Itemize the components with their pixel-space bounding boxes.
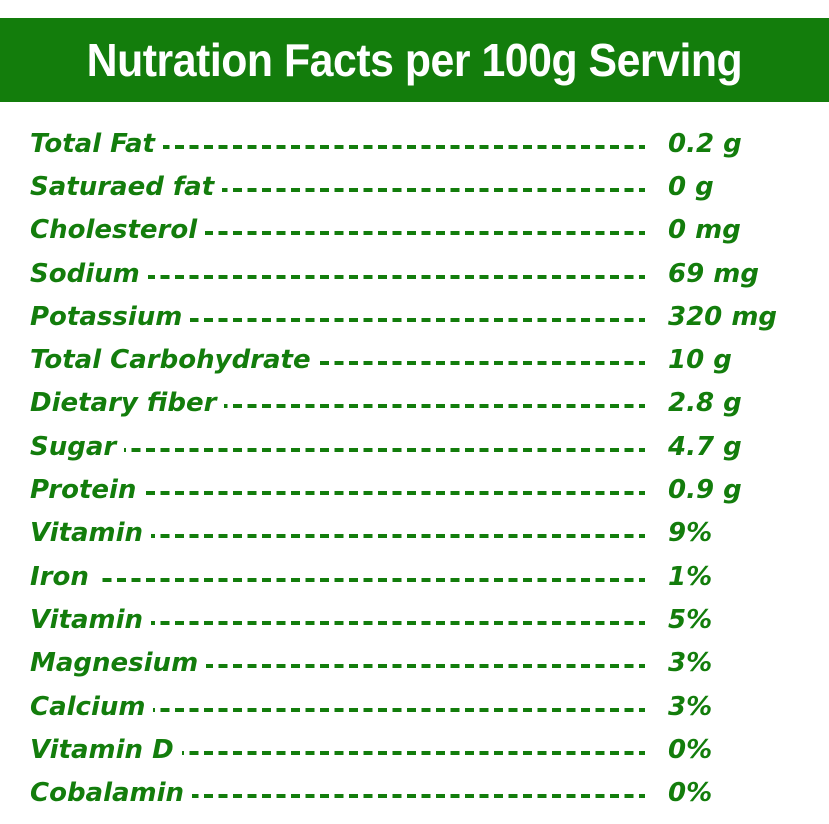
dotted-leader	[30, 491, 645, 496]
nutrient-row: Iron 1%	[30, 555, 820, 598]
nutrient-label: Protein	[30, 477, 145, 504]
nutrient-value: 10 g	[668, 345, 732, 376]
title-banner: Nutration Facts per 100g Serving	[0, 18, 829, 102]
dotted-leader	[30, 274, 645, 279]
nutrient-row: Total Fat 0.2 g	[30, 122, 820, 165]
nutrient-value: 0.2 g	[668, 128, 742, 159]
nutrient-value: 1%	[668, 561, 713, 592]
dotted-leader	[30, 317, 645, 322]
nutrient-value: 2.8 g	[668, 388, 742, 419]
nutrient-row: Calcium 3%	[30, 685, 820, 728]
nutrient-row: Vitamin 5%	[30, 598, 820, 641]
dotted-leader	[30, 664, 645, 669]
nutrient-row: Vitamin 9%	[30, 512, 820, 555]
nutrient-label: Cobalamin	[30, 780, 193, 807]
nutrient-label: Magnesium	[30, 650, 207, 677]
nutrient-row: Cobalamin 0%	[30, 771, 820, 814]
nutrient-label: Calcium	[30, 693, 154, 720]
nutrient-label: Sodium	[30, 260, 148, 287]
nutrient-row: Potassium 320 mg	[30, 295, 820, 338]
dotted-leader	[30, 750, 645, 755]
nutrient-list: Total Fat 0.2 g Saturaed fat 0 g Cholest…	[30, 122, 820, 815]
dotted-leader	[30, 534, 645, 539]
dotted-leader	[30, 620, 645, 625]
nutrient-label: Total Fat	[30, 130, 163, 157]
nutrient-label: Iron	[30, 563, 97, 590]
dotted-leader	[30, 794, 645, 799]
nutrient-label: Vitamin D	[30, 736, 182, 763]
nutrient-label: Potassium	[30, 303, 191, 330]
dotted-leader	[30, 447, 645, 452]
nutrient-row: Saturaed fat 0 g	[30, 165, 820, 208]
nutrient-row: Sugar 4.7 g	[30, 425, 820, 468]
nutrient-row: Sodium 69 mg	[30, 252, 820, 295]
dotted-leader	[30, 144, 645, 149]
nutrient-value: 69 mg	[668, 258, 759, 289]
nutrient-label: Vitamin	[30, 606, 152, 633]
nutrient-value: 0%	[668, 734, 713, 765]
nutrient-value: 320 mg	[668, 301, 778, 332]
nutrient-value: 5%	[668, 604, 713, 635]
nutrient-label: Saturaed fat	[30, 173, 223, 200]
nutrient-row: Magnesium 3%	[30, 642, 820, 685]
nutrient-value: 0.9 g	[668, 475, 742, 506]
nutrient-row: Dietary fiber 2.8 g	[30, 382, 820, 425]
nutrient-row: Total Carbohydrate 10 g	[30, 338, 820, 381]
nutrient-row: Vitamin D 0%	[30, 728, 820, 771]
nutrient-label: Total Carbohydrate	[30, 347, 319, 374]
nutrient-label: Sugar	[30, 433, 125, 460]
nutrient-label: Dietary fiber	[30, 390, 225, 417]
dotted-leader	[30, 187, 645, 192]
dotted-leader	[30, 577, 645, 582]
nutrient-row: Cholesterol 0 mg	[30, 209, 820, 252]
nutrient-value: 0 g	[668, 171, 714, 202]
nutrient-row: Protein 0.9 g	[30, 468, 820, 511]
dotted-leader	[30, 361, 645, 366]
nutrient-value: 3%	[668, 691, 713, 722]
nutrient-value: 9%	[668, 518, 713, 549]
nutrient-value: 3%	[668, 648, 713, 679]
nutrient-value: 0 mg	[668, 215, 741, 246]
dotted-leader	[30, 707, 645, 712]
dotted-leader	[30, 231, 645, 236]
nutrient-label: Cholesterol	[30, 217, 206, 244]
nutrient-value: 0%	[668, 778, 713, 809]
nutrient-label: Vitamin	[30, 520, 152, 547]
page-title: Nutration Facts per 100g Serving	[86, 34, 743, 86]
dotted-leader	[30, 404, 645, 409]
nutrient-value: 4.7 g	[668, 431, 742, 462]
